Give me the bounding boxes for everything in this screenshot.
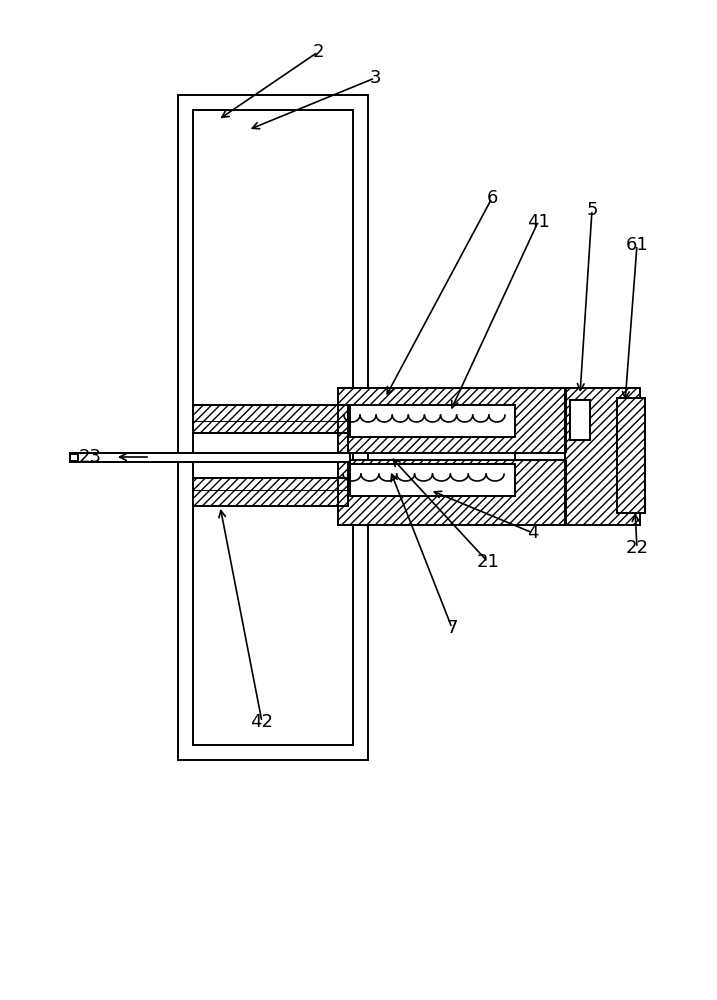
Bar [70, 454, 78, 461]
Bar [350, 464, 515, 496]
Text: 41: 41 [526, 213, 549, 231]
Bar [570, 400, 590, 440]
Text: 61: 61 [626, 236, 648, 254]
Text: 2: 2 [312, 43, 324, 61]
Text: 6: 6 [486, 189, 498, 207]
Text: 3: 3 [369, 69, 381, 87]
Text: 7: 7 [446, 619, 457, 637]
Bar [617, 398, 645, 513]
Bar [178, 95, 368, 760]
Bar [350, 405, 515, 437]
Bar [193, 478, 348, 506]
Text: 4: 4 [527, 524, 538, 542]
Bar [617, 398, 645, 513]
Text: 23: 23 [78, 448, 102, 466]
Bar [193, 110, 353, 745]
Text: 42: 42 [250, 713, 273, 731]
Bar [338, 460, 566, 525]
Text: 5: 5 [587, 201, 598, 219]
Bar [565, 388, 640, 525]
Text: 22: 22 [625, 539, 648, 557]
Bar [570, 400, 590, 440]
Bar [338, 388, 566, 453]
Bar [193, 405, 348, 433]
Text: 21: 21 [477, 553, 500, 571]
Bar [70, 453, 350, 462]
